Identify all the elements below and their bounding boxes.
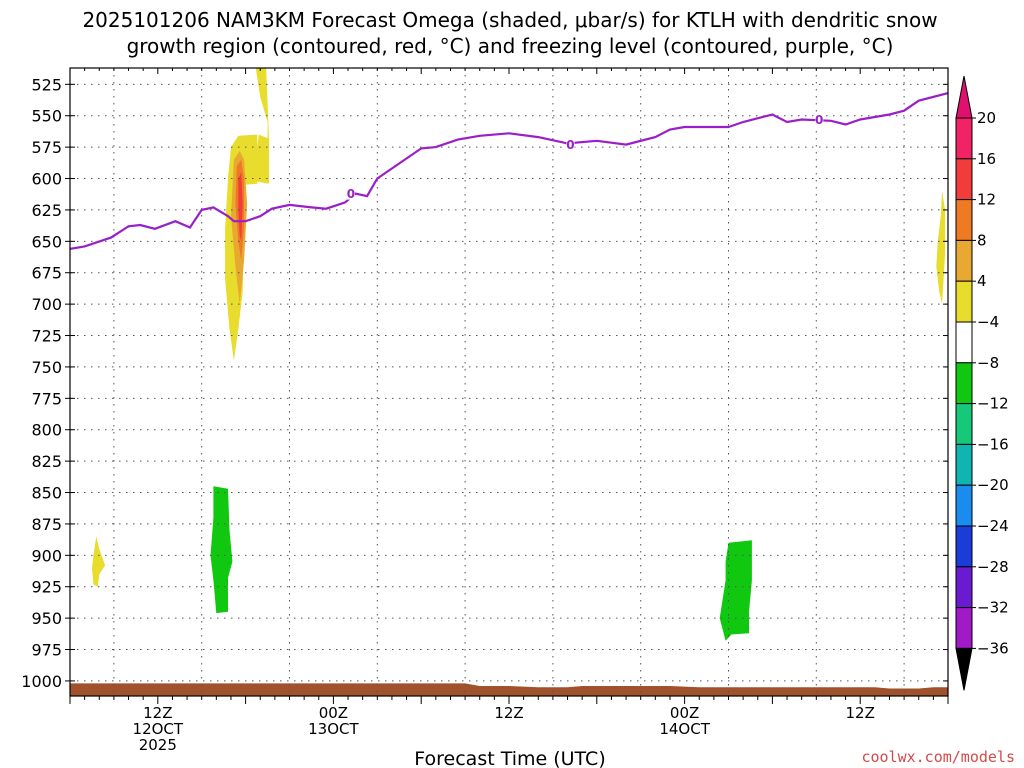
colorbar-label-4: 4 (977, 272, 987, 290)
freezing-label-bg-2 (815, 112, 824, 126)
colorbar-label-1: 16 (977, 150, 996, 168)
freezing-level-layer: 0 0 0 (70, 92, 948, 250)
colorbar-label-9: −20 (977, 476, 1009, 494)
omega-region-4 (238, 172, 243, 242)
colorbar-band-5 (955, 321, 973, 364)
x-tick-label-1-0: 00Z (319, 704, 348, 722)
y-tick-label-16: 925 (31, 578, 62, 597)
x-tick-label-0-2: 2025 (139, 736, 177, 754)
x-tick-label-4-0: 12Z (846, 704, 875, 722)
colorbar-top-arrow (955, 75, 973, 119)
colorbar-label-10: −24 (977, 517, 1009, 535)
colorbar-label-3: 8 (977, 231, 987, 249)
y-tick-label-15: 900 (31, 546, 62, 565)
y-tick-label-18: 975 (31, 641, 62, 660)
colorbar-label-11: −28 (977, 558, 1009, 576)
omega-region-5 (936, 191, 946, 305)
plot-frame (69, 67, 949, 697)
colorbar-label-2: 12 (977, 191, 996, 209)
colorbar-band-9 (955, 484, 973, 527)
x-tick-label-0-1: 12OCT (133, 720, 184, 738)
colorbar-label-13: −36 (977, 639, 1009, 657)
y-tick-label-4: 625 (31, 201, 62, 220)
x-tick-label-0-0: 12Z (143, 704, 172, 722)
x-tick-label-3-1: 14OCT (659, 720, 710, 738)
y-tick-label-5: 650 (31, 232, 62, 251)
colorbar-band-4 (955, 280, 973, 323)
grid-lines (70, 68, 948, 696)
colorbar-label-8: −16 (977, 435, 1009, 453)
colorbar-band-12 (955, 607, 973, 649)
colorbar-label-5: −4 (977, 313, 999, 331)
freezing-level-label-0: 0 (347, 187, 355, 201)
freezing-label-bg-1 (566, 137, 575, 151)
terrain-ground (70, 683, 948, 696)
omega-region-6 (92, 536, 106, 587)
y-tick-label-2: 575 (31, 138, 62, 157)
colorbar: 20 16 12 8 4 −4 −8 −12 −16 −20 −24 −28 −32 −36 (955, 75, 1009, 691)
y-tick-label-19: 1000 (21, 672, 62, 691)
colorbar-band-1 (955, 158, 973, 201)
colorbar-bottom-arrow (955, 647, 973, 691)
omega-region-8 (719, 540, 752, 641)
credit-link[interactable]: coolwx.com/models (861, 748, 1015, 766)
colorbar-band-3 (955, 239, 973, 282)
omega-region-7 (210, 486, 233, 614)
chart-title-line1: 2025101206 NAM3KM Forecast Omega (shaded… (82, 8, 937, 32)
freezing-level-label-2: 0 (815, 113, 823, 127)
x-tick-label-3-0: 00Z (670, 704, 699, 722)
y-tick-label-8: 725 (31, 327, 62, 346)
y-tick-label-10: 775 (31, 389, 62, 408)
colorbar-band-2 (955, 199, 973, 241)
y-tick-label-13: 850 (31, 484, 62, 503)
colorbar-label-12: −32 (977, 599, 1009, 617)
freezing-level-line (70, 92, 948, 250)
y-tick-label-9: 750 (31, 358, 62, 377)
y-tick-label-3: 600 (31, 170, 62, 189)
colorbar-band-11 (955, 566, 973, 609)
y-tick-label-0: 525 (31, 75, 62, 94)
y-tick-label-17: 950 (31, 609, 62, 628)
y-tick-label-6: 675 (31, 264, 62, 283)
y-tick-label-14: 875 (31, 515, 62, 534)
colorbar-band-8 (955, 443, 973, 486)
colorbar-band-0 (955, 117, 973, 160)
y-tick-label-11: 800 (31, 421, 62, 440)
colorbar-label-0: 20 (977, 109, 996, 127)
y-tick-label-12: 825 (31, 452, 62, 471)
x-tick-label-2-0: 12Z (494, 704, 523, 722)
freezing-level-label-1: 0 (566, 138, 574, 152)
colorbar-band-10 (955, 525, 973, 568)
plot-area (70, 68, 948, 696)
freezing-label-bg-0 (346, 186, 355, 200)
chart-title-line2: growth region (contoured, red, °C) and f… (127, 34, 894, 58)
y-tick-label-1: 550 (31, 107, 62, 126)
axes: 525 550 575 600 625 650 675 700 725 750 775 800 825 8… (21, 67, 949, 754)
colorbar-label-6: −8 (977, 354, 999, 372)
y-tick-label-7: 700 (31, 295, 62, 314)
x-axis-label: Forecast Time (UTC) (414, 748, 605, 768)
colorbar-label-7: −12 (977, 395, 1009, 413)
x-tick-label-1-1: 13OCT (308, 720, 359, 738)
colorbar-band-6 (955, 362, 973, 405)
colorbar-band-7 (955, 403, 973, 445)
